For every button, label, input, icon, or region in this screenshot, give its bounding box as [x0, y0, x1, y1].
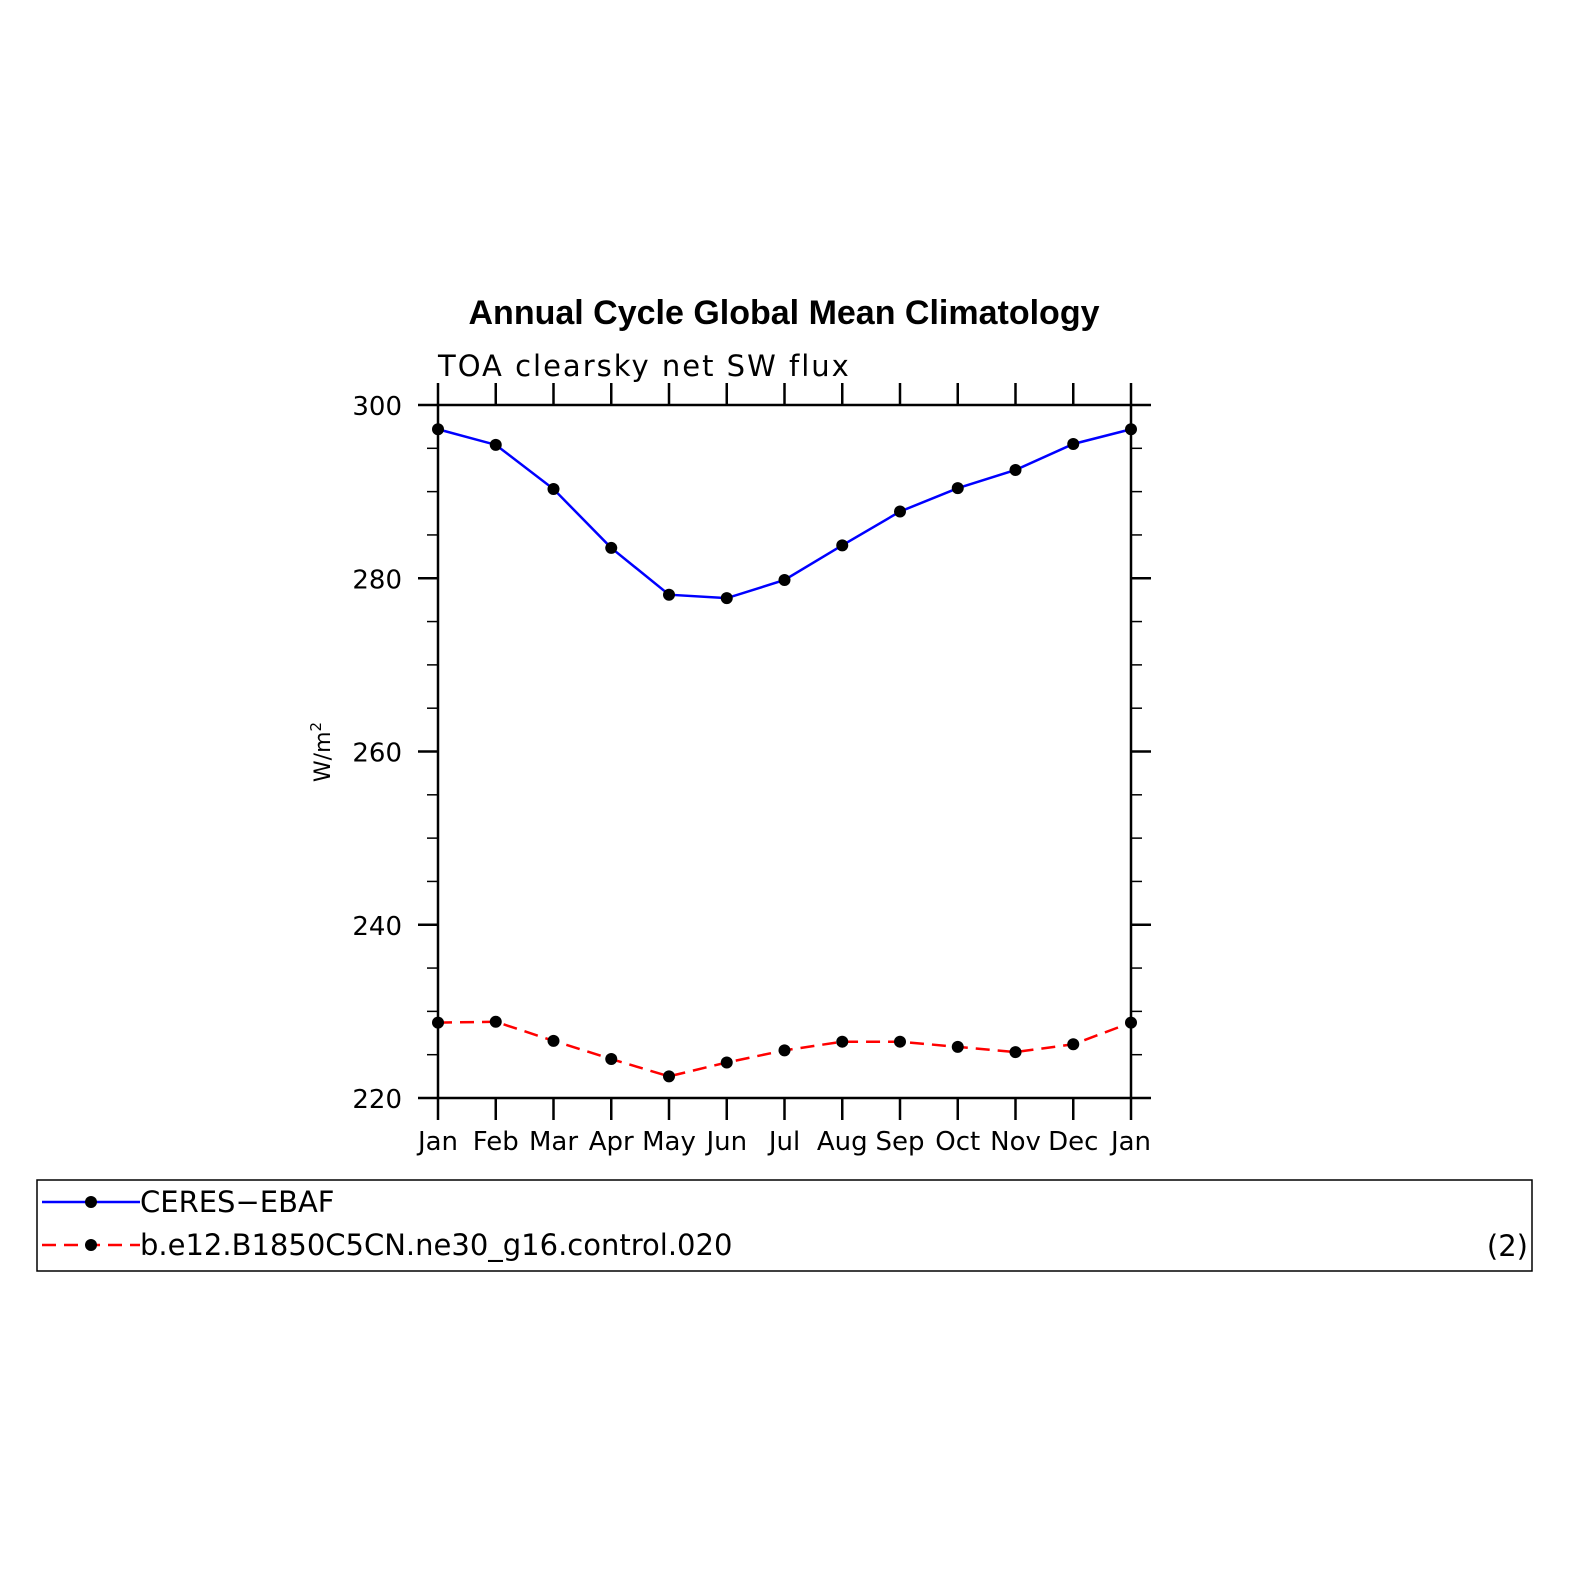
data-point-markers [432, 423, 1137, 1083]
data-point [1009, 1046, 1022, 1059]
data-point [547, 1034, 560, 1047]
x-tick-label: May [642, 1127, 696, 1157]
data-point [720, 1056, 733, 1069]
x-tick-label: Sep [875, 1127, 924, 1157]
legend-label: b.e12.B1850C5CN.ne30_g16.control.020 [140, 1228, 732, 1262]
y-tick-label: 300 [352, 392, 402, 422]
y-tick-label: 220 [352, 1085, 402, 1115]
data-point [605, 1053, 618, 1066]
x-tick-label: Aug [817, 1127, 868, 1157]
legend-box [36, 1179, 1533, 1272]
x-tick-label: Nov [990, 1127, 1041, 1157]
x-tick-label: Jul [767, 1127, 800, 1157]
chart-title: Annual Cycle Global Mean Climatology [469, 294, 1100, 332]
legend-marker [85, 1196, 97, 1208]
x-tick-label: Apr [589, 1127, 634, 1157]
data-point [836, 539, 849, 552]
y-axis-label: W/m2 [307, 722, 336, 782]
chart-subtitle: TOA clearsky net SW flux [437, 349, 851, 383]
x-tick-label: Mar [529, 1127, 578, 1157]
data-point [547, 483, 560, 496]
x-tick-label: Dec [1048, 1127, 1098, 1157]
legend-note: (2) [1487, 1229, 1528, 1263]
y-axis-label-superscript: 2 [307, 722, 325, 732]
data-point [951, 1040, 964, 1053]
data-point [663, 1070, 675, 1083]
data-point [663, 588, 675, 601]
data-point [778, 1044, 791, 1057]
data-point [1009, 463, 1022, 476]
series-line [437, 428, 1132, 600]
data-point [894, 505, 906, 518]
y-tick-labels: 220 240 260 280 300 [352, 392, 402, 1115]
legend-label: CERES−EBAF [140, 1185, 335, 1219]
x-tick-labels: Jan Feb Mar Apr May Jun Jul Aug Sep Oct Nov Dec Jan [416, 1127, 1151, 1157]
y-tick-label: 240 [352, 912, 402, 942]
data-point [894, 1035, 906, 1048]
plot-frame [436, 403, 1133, 1100]
data-point [1067, 437, 1080, 450]
tick-marks [418, 383, 1151, 1120]
legend-marker [85, 1239, 97, 1251]
x-tick-label: Oct [935, 1127, 980, 1157]
data-point [778, 573, 791, 586]
data-point [836, 1035, 849, 1048]
data-point [489, 1015, 502, 1028]
y-axis-label-unit: W/m [311, 731, 336, 782]
data-point [605, 541, 618, 554]
data-point [1067, 1038, 1080, 1051]
x-tick-label: Feb [473, 1127, 519, 1157]
y-tick-label: 260 [352, 739, 402, 769]
x-tick-label: Jan [1109, 1127, 1151, 1157]
data-point [951, 482, 964, 495]
data-point [489, 438, 502, 451]
legend: CERES−EBAF b.e12.B1850C5CN.ne30_g16.contr… [42, 1185, 732, 1262]
x-tick-label: Jun [704, 1127, 747, 1157]
series-lines [437, 428, 1132, 1078]
x-tick-label: Jan [416, 1127, 458, 1157]
data-point [720, 592, 733, 605]
y-tick-label: 280 [352, 565, 402, 595]
